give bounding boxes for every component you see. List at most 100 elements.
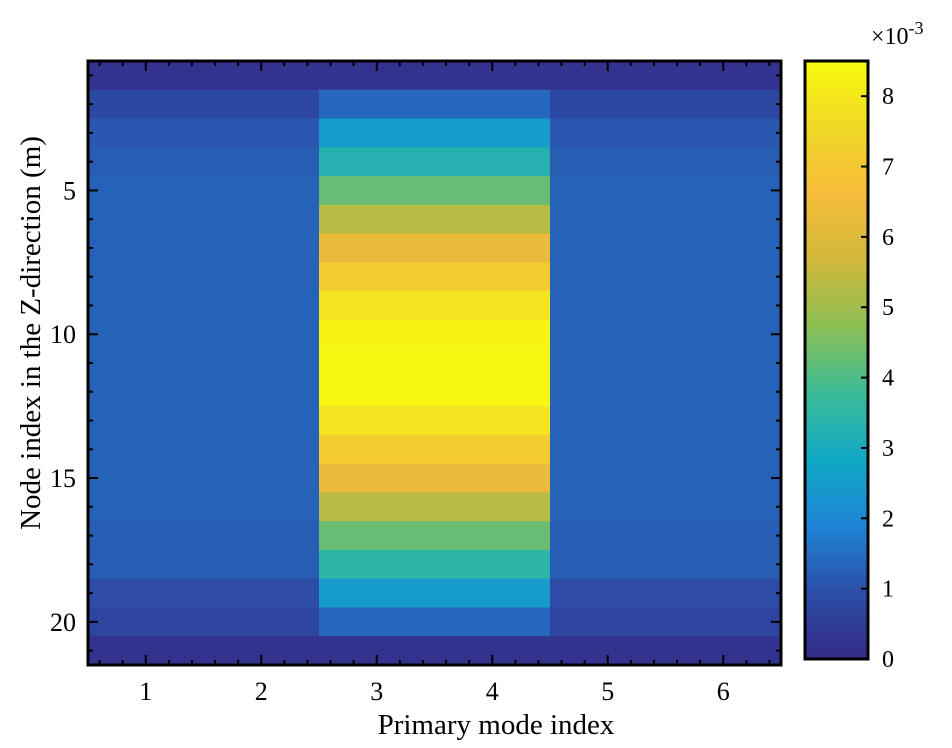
heatmap-cell xyxy=(319,521,435,551)
heatmap-cell xyxy=(434,118,551,148)
heatmap-cell xyxy=(88,549,204,580)
heatmap-cell xyxy=(203,233,320,263)
x-tick-label: 6 xyxy=(717,677,730,706)
heatmap-cell xyxy=(319,549,435,580)
heatmap-cell xyxy=(88,434,204,465)
colorbar-tick-label: 5 xyxy=(882,295,894,321)
plot-frame xyxy=(86,59,783,667)
heatmap-cell xyxy=(434,319,551,350)
heatmap-cell xyxy=(434,233,551,263)
colorbar-tick-label: 0 xyxy=(882,647,894,673)
heatmap-cell xyxy=(434,147,551,177)
heatmap-cell xyxy=(434,549,551,580)
y-tick-label: 10 xyxy=(50,320,76,349)
heatmap-cell xyxy=(434,204,551,235)
heatmap-cell xyxy=(203,262,320,292)
heatmap-cell xyxy=(88,578,204,608)
colorbar-tick-label: 7 xyxy=(882,155,894,181)
heatmap-cell xyxy=(665,377,782,407)
x-tick-label: 4 xyxy=(486,677,499,706)
heatmap-cell xyxy=(203,578,320,608)
heatmap-cell xyxy=(319,377,435,407)
heatmap-cell xyxy=(550,118,666,148)
heatmap-cell xyxy=(550,434,666,465)
heatmap-cell xyxy=(88,176,204,206)
heatmap-cell xyxy=(665,233,782,263)
y-tick-label: 5 xyxy=(63,176,76,205)
heatmap-cell xyxy=(88,319,204,350)
heatmap-cell xyxy=(203,176,320,206)
heatmap-cell xyxy=(550,377,666,407)
heatmap-cell xyxy=(434,406,551,436)
y-tick-label: 20 xyxy=(50,608,76,637)
heatmap-cell xyxy=(665,492,782,522)
heatmap-cell xyxy=(550,319,666,350)
heatmap-cell xyxy=(665,578,782,608)
colorbar-tick-label: 4 xyxy=(882,366,894,392)
heatmap-cell xyxy=(88,291,204,321)
heatmap-cell xyxy=(665,89,782,120)
heatmap-cell xyxy=(88,233,204,263)
heatmap-cell xyxy=(88,463,204,493)
heatmap-cell xyxy=(665,262,782,292)
heatmap-cell xyxy=(550,89,666,120)
heatmap-cell xyxy=(550,607,666,637)
heatmap-cell xyxy=(550,549,666,580)
heatmap-cell xyxy=(319,147,435,177)
heatmap-cell xyxy=(88,89,204,120)
heatmap-cell xyxy=(319,89,435,120)
heatmap-cell xyxy=(550,176,666,206)
colorbar-tick-label: 8 xyxy=(882,84,894,110)
colorbar-frame xyxy=(803,59,870,661)
heatmap-cell xyxy=(319,118,435,148)
heatmap-cell xyxy=(203,406,320,436)
heatmap-cell xyxy=(203,434,320,465)
heatmap-cell xyxy=(434,262,551,292)
colorbar-tick-label: 2 xyxy=(882,506,894,532)
colorbar-tick-label: 1 xyxy=(882,577,894,603)
heatmap-cell xyxy=(665,463,782,493)
x-tick-label: 1 xyxy=(139,677,152,706)
heatmap-cell xyxy=(550,291,666,321)
heatmap-cell xyxy=(665,348,782,378)
heatmap-cell xyxy=(203,521,320,551)
heatmap-cell xyxy=(319,463,435,493)
heatmap-cell xyxy=(319,233,435,263)
heatmap-cell xyxy=(203,319,320,350)
heatmap-cell xyxy=(434,348,551,378)
heatmap-cell xyxy=(665,406,782,436)
heatmap-cell xyxy=(665,549,782,580)
y-tick-labels: 5 10 15 20 xyxy=(50,176,76,636)
colorbar-tick-label: 3 xyxy=(882,436,894,462)
heatmap-cell xyxy=(203,147,320,177)
heatmap-cell xyxy=(665,319,782,350)
x-tick-label: 5 xyxy=(601,677,614,706)
colorbar-multiplier: ×10-3 xyxy=(871,18,924,50)
x-tick-label: 2 xyxy=(255,677,268,706)
heatmap-cell xyxy=(319,319,435,350)
heatmap-cell xyxy=(550,492,666,522)
y-tick-label: 15 xyxy=(50,464,76,493)
heatmap-cell xyxy=(319,492,435,522)
heatmap-cell xyxy=(434,377,551,407)
heatmap-cell xyxy=(88,147,204,177)
heatmap-cell xyxy=(203,204,320,235)
heatmap-cell xyxy=(550,204,666,235)
heatmap-cell xyxy=(434,492,551,522)
heatmap-cell xyxy=(550,521,666,551)
heatmap-cell xyxy=(203,549,320,580)
heatmap-cell xyxy=(550,578,666,608)
major-ticks xyxy=(88,61,781,665)
heatmap-cell xyxy=(550,348,666,378)
heatmap-cell xyxy=(319,607,435,637)
heatmap-cell xyxy=(665,204,782,235)
heatmap-cell xyxy=(319,262,435,292)
colorbar-tick-labels: 0 1 2 3 4 5 6 7 8 xyxy=(882,84,894,673)
heatmap-cell xyxy=(203,89,320,120)
heatmap-cell xyxy=(434,434,551,465)
heatmap-cell xyxy=(319,204,435,235)
heatmap-cell xyxy=(434,578,551,608)
heatmap-cell xyxy=(203,377,320,407)
heatmap-cell xyxy=(550,406,666,436)
heatmap-cell xyxy=(434,291,551,321)
